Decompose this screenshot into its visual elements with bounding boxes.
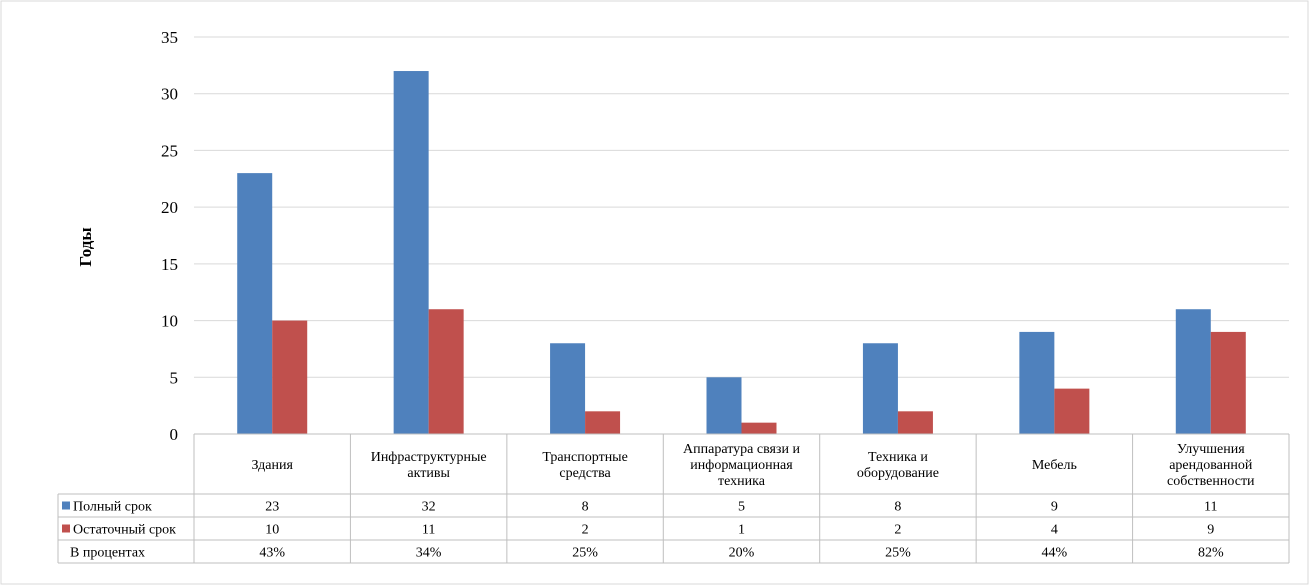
table-cell: 2 (582, 523, 589, 538)
bar-residual (428, 309, 464, 434)
y-tick-label: 25 (161, 141, 178, 160)
table-cell: 11 (422, 523, 435, 538)
table-cell: 5 (738, 500, 745, 515)
y-tick-label: 0 (170, 425, 179, 444)
bar-full (1175, 309, 1211, 434)
y-tick-label: 15 (161, 255, 178, 274)
y-tick-label: 10 (161, 312, 178, 331)
y-axis-label: Годы (76, 227, 95, 266)
category-label: Транспортные средства (542, 450, 627, 481)
table-cell: 43% (259, 546, 285, 561)
category-label: Здания (251, 458, 293, 473)
y-tick-label: 5 (170, 368, 179, 387)
table-cell: 20% (729, 546, 755, 561)
bar-residual (272, 320, 308, 434)
table-cell: 8 (894, 500, 901, 515)
table-cell: 34% (416, 546, 442, 561)
table-cell: 82% (1198, 546, 1224, 561)
category-label: Мебель (1032, 458, 1077, 473)
table-cell: 25% (572, 546, 598, 561)
bar-full (393, 71, 429, 435)
category-label: Улучшения арендованной собственности (1167, 442, 1255, 489)
bar-full (862, 343, 898, 434)
table-cell: 4 (1051, 523, 1058, 538)
bar-residual (741, 422, 777, 434)
bar-residual (1210, 331, 1246, 434)
bar-full (706, 377, 742, 434)
bar-full (1019, 331, 1055, 434)
table-cell: 25% (885, 546, 911, 561)
table-cell: 44% (1042, 546, 1068, 561)
y-tick-label: 20 (161, 198, 178, 217)
data-table: Здания Инфраструктурные активы Транспортные… (57, 433, 1290, 564)
bar-residual (1054, 388, 1090, 434)
table-cell: 2 (894, 523, 901, 538)
table-row-label: Полный срок (73, 500, 152, 515)
bar-full (237, 173, 273, 434)
table-cell: 1 (738, 523, 745, 538)
y-axis: 0 5 10 15 20 25 30 35 (161, 28, 178, 444)
bar-residual (585, 411, 621, 434)
y-tick-label: 30 (161, 85, 178, 104)
table-cell: 8 (582, 500, 589, 515)
category-label: Аппаратура связи и информационная техника (683, 442, 800, 489)
legend-swatch (62, 524, 70, 533)
y-tick-label: 35 (161, 28, 178, 47)
bar-full (550, 343, 586, 434)
category-label: Техника и оборудование (857, 450, 939, 481)
legend-swatch (62, 501, 70, 510)
table-cell: 23 (265, 500, 279, 515)
table-cell: 11 (1204, 500, 1217, 515)
table-cell: 32 (422, 500, 436, 515)
table-row-label: В процентах (70, 546, 145, 561)
table-cell: 10 (265, 523, 279, 538)
table-row-label: Остаточный срок (73, 523, 176, 538)
bars (237, 71, 1246, 435)
gridlines (194, 36, 1289, 378)
table-cell: 9 (1207, 523, 1214, 538)
category-label: Инфраструктурные активы (371, 450, 487, 481)
table-cell: 9 (1051, 500, 1058, 515)
bar-residual (897, 411, 933, 434)
